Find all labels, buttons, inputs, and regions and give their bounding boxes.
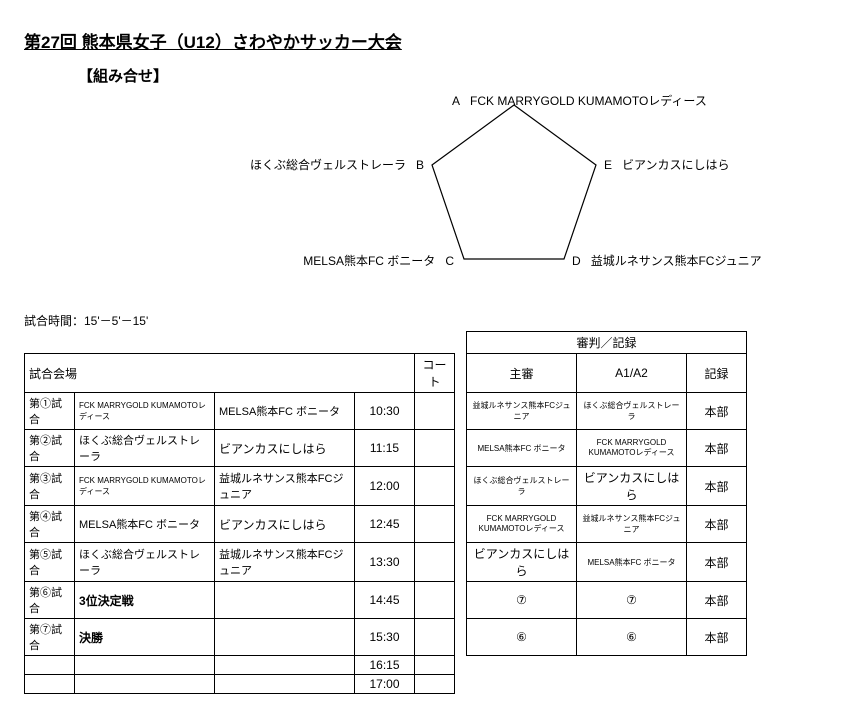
team2: ビアンカスにしはら <box>215 430 355 467</box>
chief-referee: MELSA熊本FC ボニータ <box>467 430 577 467</box>
court <box>415 543 455 582</box>
vertex-d-team: 益城ルネサンス熊本FCジュニア <box>591 254 762 268</box>
vertex-d-letter: D <box>572 254 581 268</box>
match-no: 第①試合 <box>25 393 75 430</box>
team1: FCK MARRYGOLD KUMAMOTOレディース <box>75 467 215 506</box>
table-row: 第⑥試合3位決定戦14:45⑦⑦本部 <box>25 582 747 619</box>
match-time: 12:00 <box>355 467 415 506</box>
section-subtitle: 【組み合せ】 <box>78 65 819 86</box>
team1: ほくぶ総合ヴェルストレーラ <box>75 543 215 582</box>
a1a2: FCK MARRYGOLD KUMAMOTOレディース <box>577 430 687 467</box>
match-time: 12:45 <box>355 506 415 543</box>
court <box>415 467 455 506</box>
court <box>415 619 455 656</box>
team2: MELSA熊本FC ボニータ <box>215 393 355 430</box>
a1a2: ビアンカスにしはら <box>577 467 687 506</box>
vertex-a-team: FCK MARRYGOLD KUMAMOTOレディース <box>470 94 707 108</box>
match-time: 11:15 <box>355 430 415 467</box>
match-time: 17:00 <box>355 675 415 694</box>
bracket-diagram: A FCK MARRYGOLD KUMAMOTOレディース ほくぶ総合ヴェルスト… <box>24 92 814 272</box>
court <box>415 393 455 430</box>
chief-referee: ビアンカスにしはら <box>467 543 577 582</box>
record: 本部 <box>687 543 747 582</box>
a1a2: MELSA熊本FC ボニータ <box>577 543 687 582</box>
a1a2: ほくぶ総合ヴェルストレーラ <box>577 393 687 430</box>
vertex-b-team: ほくぶ総合ヴェルストレーラ <box>250 158 406 172</box>
table-row: 16:15 <box>25 656 747 675</box>
chief-referee: ⑥ <box>467 619 577 656</box>
team2 <box>215 619 355 656</box>
match-no: 第⑥試合 <box>25 582 75 619</box>
record-header: 記録 <box>687 354 747 393</box>
record: 本部 <box>687 619 747 656</box>
team1: FCK MARRYGOLD KUMAMOTOレディース <box>75 393 215 430</box>
vertex-e-team: ビアンカスにしはら <box>622 158 730 172</box>
match-no: 第⑤試合 <box>25 543 75 582</box>
table-row: 第④試合MELSA熊本FC ボニータビアンカスにしはら12:45 FCK MARR… <box>25 506 747 543</box>
team2 <box>215 582 355 619</box>
chief-referee: 益城ルネサンス熊本FCジュニア <box>467 393 577 430</box>
table-row: 第②試合ほくぶ総合ヴェルストレーラビアンカスにしはら11:15 MELSA熊本FC… <box>25 430 747 467</box>
table-row: 17:00 <box>25 675 747 694</box>
match-time: 10:30 <box>355 393 415 430</box>
match-time: 13:30 <box>355 543 415 582</box>
team1: ほくぶ総合ヴェルストレーラ <box>75 430 215 467</box>
vertex-c-letter: C <box>445 254 454 268</box>
team1: 3位決定戦 <box>75 582 215 619</box>
chief-referee: ⑦ <box>467 582 577 619</box>
a1a2: ⑥ <box>577 619 687 656</box>
court-header: コート <box>415 354 455 393</box>
chief-header: 主審 <box>467 354 577 393</box>
vertex-b-letter: B <box>416 158 424 172</box>
pentagon-shape <box>424 97 604 267</box>
judge-header: 審判／記録 <box>467 332 747 354</box>
table-row: 第⑤試合ほくぶ総合ヴェルストレーラ益城ルネサンス熊本FCジュニア13:30 ビアン… <box>25 543 747 582</box>
match-time: 14:45 <box>355 582 415 619</box>
table-row: 第③試合FCK MARRYGOLD KUMAMOTOレディース益城ルネサンス熊本… <box>25 467 747 506</box>
team2: 益城ルネサンス熊本FCジュニア <box>215 543 355 582</box>
court <box>415 430 455 467</box>
vertex-c-team: MELSA熊本FC ボニータ <box>303 254 435 268</box>
vertex-a-letter: A <box>452 94 460 108</box>
court <box>415 506 455 543</box>
match-time: 15:30 <box>355 619 415 656</box>
page-title: 第27回 熊本県女子（U12）さわやかサッカー大会 <box>24 28 819 53</box>
team1: 決勝 <box>75 619 215 656</box>
a1a2-header: A1/A2 <box>577 354 687 393</box>
match-time: 16:15 <box>355 656 415 675</box>
table-row: 第①試合FCK MARRYGOLD KUMAMOTOレディースMELSA熊本FC… <box>25 393 747 430</box>
schedule-table: 審判／記録 試合会場 コート 主審 A1/A2 記録 第①試合FCK MARRY… <box>24 331 747 694</box>
team1: MELSA熊本FC ボニータ <box>75 506 215 543</box>
a1a2: 益城ルネサンス熊本FCジュニア <box>577 506 687 543</box>
record: 本部 <box>687 582 747 619</box>
chief-referee: ほくぶ総合ヴェルストレーラ <box>467 467 577 506</box>
chief-referee: FCK MARRYGOLD KUMAMOTOレディース <box>467 506 577 543</box>
venue-header: 試合会場 <box>25 354 415 393</box>
court <box>415 582 455 619</box>
record: 本部 <box>687 430 747 467</box>
a1a2: ⑦ <box>577 582 687 619</box>
match-no: 第④試合 <box>25 506 75 543</box>
table-row: 第⑦試合決勝15:30⑥⑥本部 <box>25 619 747 656</box>
record: 本部 <box>687 467 747 506</box>
match-no: 第⑦試合 <box>25 619 75 656</box>
team2: 益城ルネサンス熊本FCジュニア <box>215 467 355 506</box>
time-note: 試合時間：15'－5'－15' <box>24 312 819 329</box>
record: 本部 <box>687 393 747 430</box>
vertex-e-letter: E <box>604 158 612 172</box>
match-no: 第③試合 <box>25 467 75 506</box>
match-no: 第②試合 <box>25 430 75 467</box>
team2: ビアンカスにしはら <box>215 506 355 543</box>
record: 本部 <box>687 506 747 543</box>
